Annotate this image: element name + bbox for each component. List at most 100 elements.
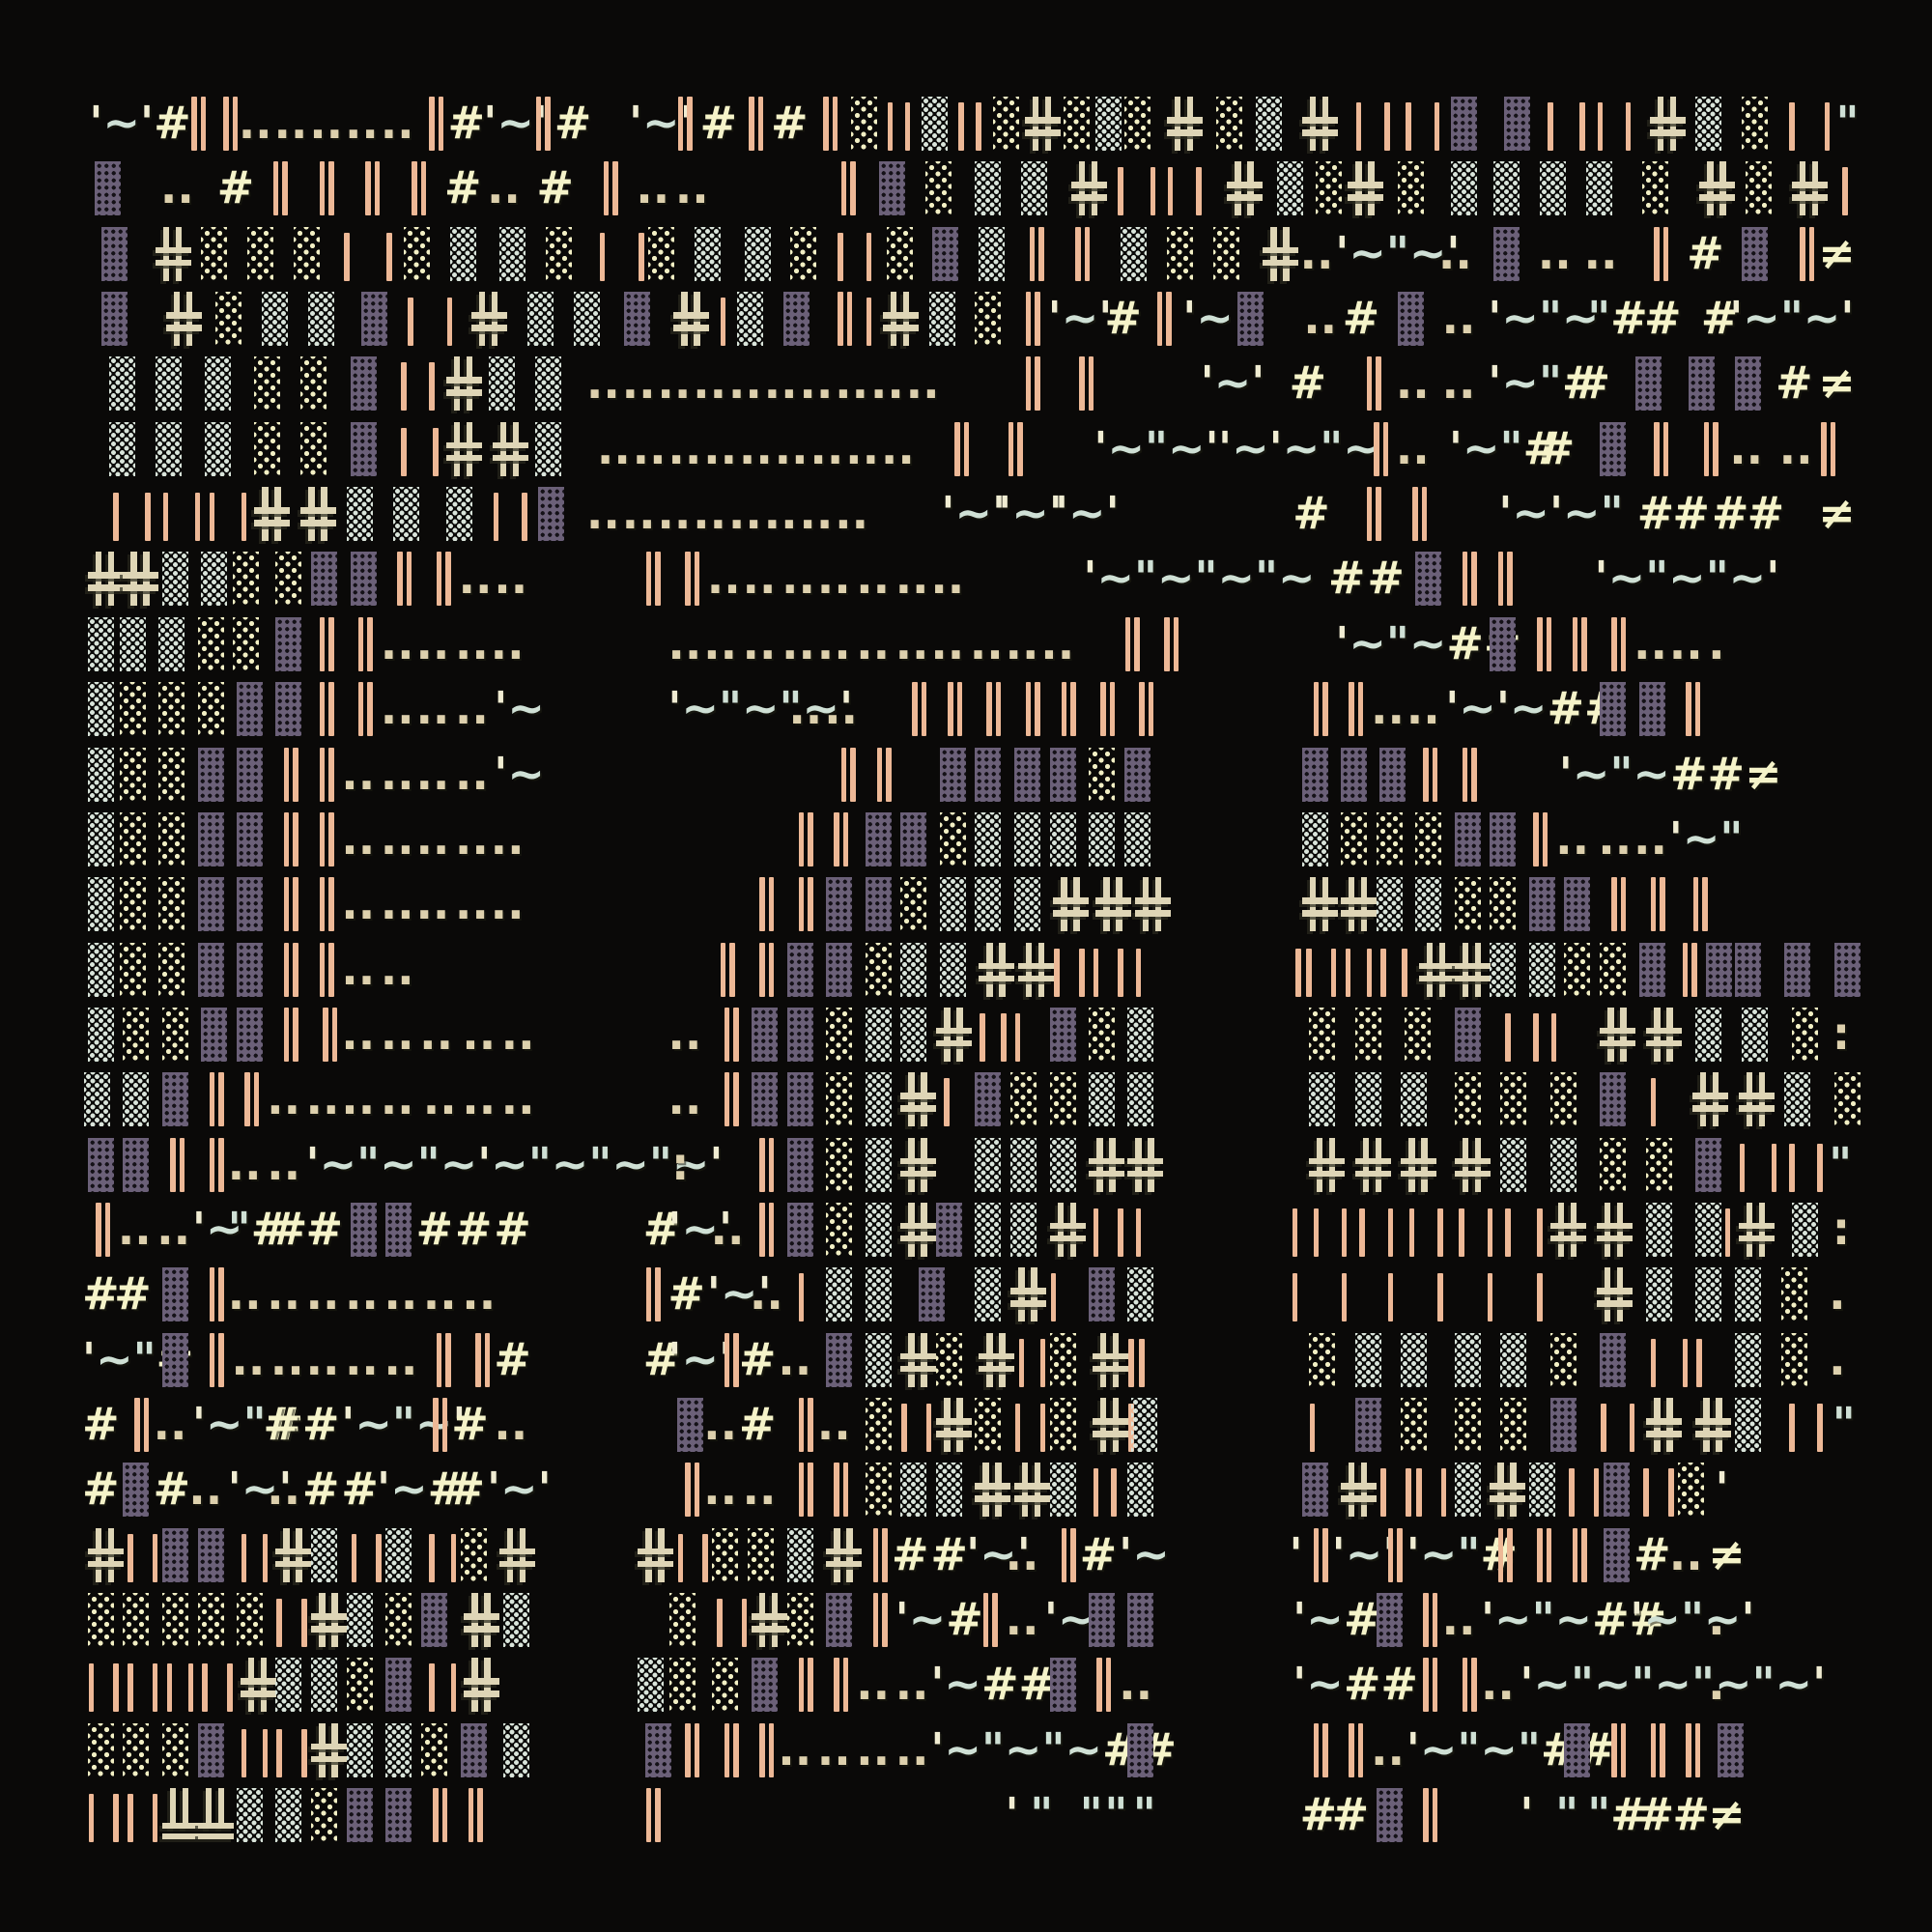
- medium-shade-block: [534, 356, 561, 412]
- glyph-run: [1637, 678, 1667, 737]
- double-vertical-bar: [603, 161, 619, 216]
- glyph-run: ' ~ " ~ " ~ " ~: [1083, 548, 1315, 606]
- double-vertical-bar: [982, 1593, 999, 1648]
- double-vertical-bar: [1536, 1527, 1552, 1582]
- glyph-run: [973, 1459, 1012, 1518]
- glyph-run: [273, 1589, 285, 1648]
- text-glyph: .: [766, 1267, 783, 1321]
- glyph-run: [497, 1524, 537, 1582]
- glyph-run: [245, 223, 275, 281]
- glyph-run: [983, 678, 1004, 737]
- single-vertical-bar: [1387, 1273, 1395, 1322]
- glyph-run: [1094, 873, 1133, 932]
- text-glyph: #: [1331, 1788, 1370, 1841]
- glyph-run: #: [217, 157, 255, 215]
- single-vertical-bar: [112, 493, 120, 542]
- single-vertical-bar: [1014, 1404, 1022, 1452]
- glyph-run: [668, 1589, 697, 1648]
- dark-shade-block: [1127, 1722, 1154, 1777]
- glyph-run: [459, 1719, 489, 1777]
- text-glyph: .: [1135, 1658, 1153, 1711]
- glyph-run: [796, 873, 816, 932]
- glyph-run: .: [1708, 613, 1724, 671]
- text-glyph: .: [454, 747, 472, 800]
- glyph-run: ..: [693, 353, 726, 411]
- text-glyph: .: [1708, 1593, 1725, 1646]
- double-vertical-bar: [468, 1788, 484, 1843]
- glyph-run: [1062, 93, 1092, 151]
- glyph-run: [898, 939, 928, 997]
- text-glyph: .: [1554, 226, 1572, 279]
- glyph-run: #: [1080, 1524, 1118, 1582]
- text-glyph: ~: [1533, 1658, 1572, 1711]
- light-shade-block: [1833, 1072, 1861, 1127]
- text-glyph: ~: [1633, 747, 1670, 800]
- double-cross-glyph: [1549, 1202, 1586, 1257]
- glyph-run: ' ~: [192, 1199, 243, 1257]
- glyph-run: [973, 809, 1003, 867]
- glyph-run: ": [1030, 1784, 1053, 1842]
- glyph-run: [824, 1524, 864, 1582]
- medium-shade-block: [1127, 1072, 1154, 1127]
- double-vertical-bar: [243, 1072, 260, 1127]
- glyph-run: [1048, 1068, 1078, 1127]
- glyph-run: [1453, 1134, 1492, 1192]
- text-glyph: .: [1387, 1722, 1405, 1776]
- medium-shade-block: [1013, 811, 1040, 867]
- double-vertical-bar: [1099, 682, 1116, 737]
- glyph-run: [1492, 157, 1521, 216]
- glyph-run: [1548, 1199, 1588, 1257]
- single-vertical-bar: [1379, 948, 1387, 997]
- text-glyph: .: [897, 421, 915, 474]
- single-vertical-bar: [1504, 1012, 1512, 1062]
- medium-shade-block: [346, 1593, 373, 1648]
- double-vertical-bar: [1029, 226, 1045, 281]
- glyph-run: [1012, 873, 1042, 932]
- glyph-run: [1122, 93, 1152, 151]
- glyph-run: '~': [1201, 353, 1265, 411]
- glyph-run: [917, 1264, 947, 1322]
- text-glyph: .: [613, 421, 631, 474]
- text-glyph: .: [205, 1463, 223, 1516]
- glyph-run: [636, 223, 647, 281]
- double-vertical-bar: [1025, 682, 1041, 737]
- text-glyph: #: [1687, 226, 1724, 279]
- text-glyph: .: [759, 1463, 777, 1516]
- text-glyph: .: [1555, 811, 1573, 865]
- glyph-run: [1562, 873, 1592, 932]
- glyph-run: [1833, 939, 1862, 997]
- light-shade-block: [1405, 1007, 1432, 1062]
- glyph-run: ': [1006, 1784, 1019, 1842]
- text-glyph: .: [341, 811, 358, 865]
- double-vertical-bar: [1462, 1658, 1478, 1713]
- single-vertical-bar: [428, 1533, 436, 1582]
- text-glyph: .: [267, 1463, 284, 1516]
- glyph-run: ..: [270, 1329, 304, 1387]
- glyph-run: #: [643, 1199, 681, 1257]
- medium-shade-block: [155, 421, 182, 476]
- medium-shade-block: [1695, 1202, 1722, 1257]
- text-glyph: ': [1251, 356, 1265, 410]
- glyph-run: #: [1672, 1784, 1710, 1842]
- glyph-run: " #: [1587, 1784, 1648, 1842]
- glyph-run: [349, 548, 379, 607]
- single-vertical-bar: [837, 232, 844, 281]
- text-glyph: #: [1561, 356, 1600, 410]
- text-glyph: .: [986, 616, 1004, 669]
- glyph-run: [167, 1134, 187, 1192]
- text-glyph: .: [684, 616, 702, 669]
- glyph-run: [1072, 223, 1093, 281]
- medium-shade-block: [1454, 1463, 1481, 1518]
- glyph-run: [156, 613, 186, 671]
- glyph-run: [398, 418, 410, 476]
- single-vertical-bar: [166, 1663, 174, 1713]
- glyph-run: ..: [455, 873, 489, 931]
- double-cross-glyph: [1089, 1137, 1125, 1192]
- light-shade-block: [158, 811, 185, 867]
- medium-shade-block: [1500, 1137, 1527, 1192]
- glyph-run: ..: [817, 613, 851, 671]
- text-glyph: .: [1040, 616, 1058, 669]
- double-cross-glyph: [445, 421, 482, 476]
- text-glyph: ~: [1132, 1527, 1170, 1580]
- glyph-run: [1453, 809, 1483, 867]
